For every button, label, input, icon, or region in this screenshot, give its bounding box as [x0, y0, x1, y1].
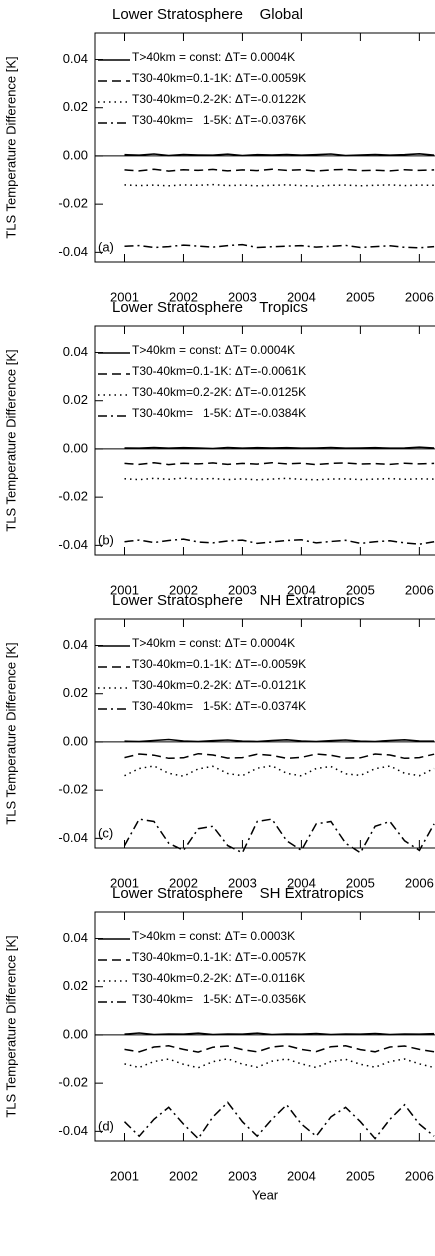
x-tick-label: 2001 — [110, 875, 139, 890]
y-tick-label: 0.00 — [63, 440, 88, 455]
y-axis-label: TLS Temperature Difference [K] — [3, 56, 18, 238]
plot-frame — [94, 618, 435, 849]
x-tick-label: 2004 — [287, 582, 316, 597]
y-tick-label: 0.04 — [63, 51, 88, 66]
x-tick-label: 2003 — [228, 875, 257, 890]
plot-frame — [94, 911, 435, 1142]
x-tick-label: 2002 — [169, 875, 198, 890]
legend-label: T30-40km=0.2-2K: ΔT=-0.0121K — [132, 678, 306, 692]
x-tick-label: 2006 — [405, 875, 434, 890]
legend-label: T30-40km=0.2-2K: ΔT=-0.0125K — [132, 385, 306, 399]
legend-label: T30-40km=0.2-2K: ΔT=-0.0122K — [132, 92, 306, 106]
y-axis-label: TLS Temperature Difference [K] — [3, 642, 18, 824]
series-line — [124, 183, 435, 187]
y-tick-label: 0.04 — [63, 930, 88, 945]
y-tick-label: -0.04 — [58, 244, 88, 259]
y-tick-label: 0.02 — [63, 99, 88, 114]
legend-label: T30-40km=0.1-1K: ΔT=-0.0059K — [132, 657, 306, 671]
legend-label: T30-40km=0.1-1K: ΔT=-0.0061K — [132, 364, 306, 378]
y-tick-label: 0.02 — [63, 685, 88, 700]
x-tick-label: 2006 — [405, 1168, 434, 1183]
legend-label: T>40km = const: ΔT= 0.0004K — [132, 636, 295, 650]
x-tick-label: 2002 — [169, 582, 198, 597]
series-line — [124, 446, 435, 450]
legend-label: T30-40km= 1-5K: ΔT=-0.0384K — [132, 406, 306, 420]
x-tick-label: 2003 — [228, 582, 257, 597]
y-axis-label: TLS Temperature Difference [K] — [3, 935, 18, 1117]
y-tick-label: 0.00 — [63, 1026, 88, 1041]
x-tick-label: 2005 — [346, 1168, 375, 1183]
x-tick-label: 2004 — [287, 1168, 316, 1183]
x-tick-label: 2005 — [346, 875, 375, 890]
series-line — [124, 752, 435, 760]
series-line — [124, 538, 435, 545]
legend-label: T>40km = const: ΔT= 0.0003K — [132, 929, 295, 943]
series-line — [124, 765, 435, 777]
x-tick-label: 2002 — [169, 1168, 198, 1183]
y-tick-label: -0.02 — [58, 1075, 88, 1090]
panel-label: (d) — [98, 1118, 114, 1133]
series-line — [124, 1058, 435, 1069]
series-line — [124, 168, 435, 172]
series-line — [123, 1101, 435, 1140]
series-line — [124, 461, 435, 466]
chart-title: Lower Stratosphere NH Extratropics — [112, 592, 365, 609]
legend-label: T30-40km= 1-5K: ΔT=-0.0356K — [132, 992, 306, 1006]
legend-label: T30-40km= 1-5K: ΔT=-0.0374K — [132, 699, 306, 713]
chart-title: Lower Stratosphere SH Extratropics — [112, 885, 364, 902]
x-tick-label: 2005 — [346, 582, 375, 597]
chart-title: Lower Stratosphere Global — [112, 6, 303, 23]
y-tick-label: 0.00 — [63, 733, 88, 748]
x-tick-label: 2004 — [287, 875, 316, 890]
x-tick-label: 2003 — [228, 1168, 257, 1183]
y-axis-label: TLS Temperature Difference [K] — [3, 349, 18, 531]
series-line — [124, 243, 435, 249]
y-tick-label: -0.04 — [58, 1123, 88, 1138]
series-line — [124, 1044, 435, 1053]
plot-frame — [94, 32, 435, 263]
x-tick-label: 2001 — [110, 289, 139, 304]
chart-title: Lower Stratosphere Tropics — [112, 299, 308, 316]
y-tick-label: -0.04 — [58, 830, 88, 845]
legend-label: T>40km = const: ΔT= 0.0004K — [132, 50, 295, 64]
y-tick-label: 0.02 — [63, 392, 88, 407]
y-tick-label: -0.02 — [58, 196, 88, 211]
series-line — [123, 818, 435, 854]
y-tick-label: 0.02 — [63, 978, 88, 993]
x-tick-label: 2004 — [287, 289, 316, 304]
x-tick-label: 2005 — [346, 289, 375, 304]
x-tick-label: 2006 — [405, 582, 434, 597]
legend-label: T>40km = const: ΔT= 0.0004K — [132, 343, 295, 357]
panel-label: (c) — [98, 825, 113, 840]
y-tick-label: -0.04 — [58, 537, 88, 552]
x-tick-label: 2003 — [228, 289, 257, 304]
y-tick-label: -0.02 — [58, 489, 88, 504]
y-tick-label: 0.04 — [63, 344, 88, 359]
x-tick-label: 2006 — [405, 289, 434, 304]
x-tick-label: 2002 — [169, 289, 198, 304]
series-line — [124, 738, 435, 743]
y-tick-label: 0.00 — [63, 147, 88, 162]
x-tick-label: 2001 — [110, 582, 139, 597]
legend-label: T30-40km=0.1-1K: ΔT=-0.0057K — [132, 950, 306, 964]
y-tick-label: 0.04 — [63, 637, 88, 652]
x-tick-label: 2001 — [110, 1168, 139, 1183]
series-line — [124, 1032, 435, 1036]
series-line — [124, 152, 435, 157]
panel-label: (b) — [98, 532, 114, 547]
y-tick-label: -0.02 — [58, 782, 88, 797]
plot-frame — [94, 325, 435, 556]
legend-label: T30-40km=0.1-1K: ΔT=-0.0059K — [132, 71, 306, 85]
legend-label: T30-40km=0.2-2K: ΔT=-0.0116K — [132, 971, 305, 985]
legend-label: T30-40km= 1-5K: ΔT=-0.0376K — [132, 113, 306, 127]
x-axis-label: Year — [252, 1187, 279, 1202]
panel-label: (a) — [98, 239, 114, 254]
series-line — [124, 477, 435, 481]
